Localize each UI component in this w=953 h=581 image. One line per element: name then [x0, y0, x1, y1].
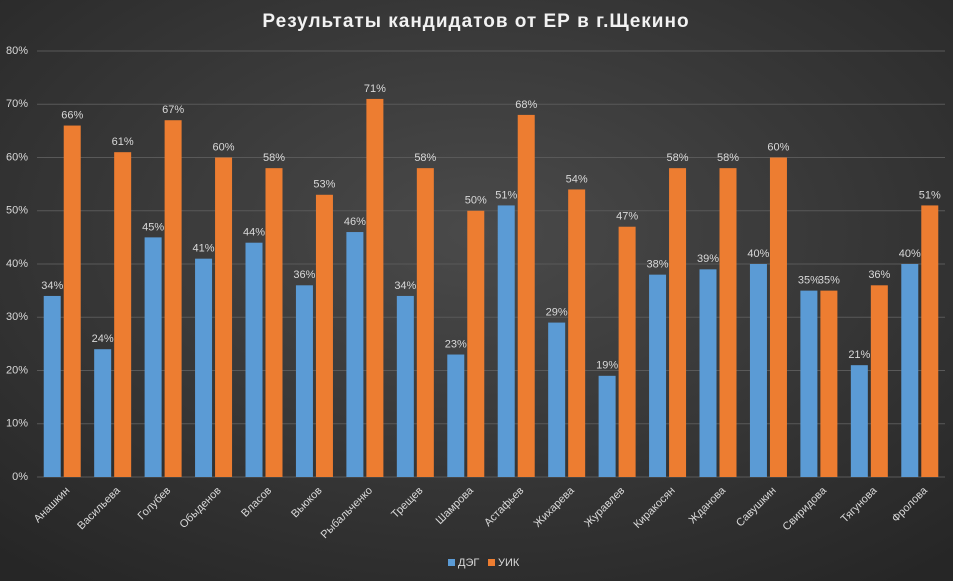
- bar: [719, 168, 737, 477]
- y-tick-label: 60%: [6, 151, 28, 163]
- bar: [43, 295, 61, 477]
- y-tick-label: 40%: [6, 258, 28, 270]
- data-label: 36%: [293, 269, 315, 281]
- bar: [568, 189, 586, 477]
- data-label: 40%: [747, 248, 769, 260]
- data-label: 47%: [616, 211, 638, 223]
- data-label: 38%: [647, 259, 669, 271]
- data-label: 35%: [798, 275, 820, 287]
- bar: [467, 210, 485, 477]
- data-label: 34%: [394, 280, 416, 292]
- data-label: 40%: [899, 248, 921, 260]
- data-label: 58%: [414, 152, 436, 164]
- data-label: 34%: [41, 280, 63, 292]
- data-label: 46%: [344, 216, 366, 228]
- bar: [144, 237, 162, 477]
- bar: [215, 157, 233, 477]
- data-label: 53%: [313, 179, 335, 191]
- data-label: 61%: [112, 136, 134, 148]
- data-label: 60%: [213, 141, 235, 153]
- bar: [396, 295, 414, 477]
- bar: [164, 120, 182, 477]
- data-label: 19%: [596, 360, 618, 372]
- bar: [699, 269, 717, 477]
- y-tick-label: 70%: [6, 98, 28, 110]
- data-label: 51%: [495, 189, 517, 201]
- bar: [295, 285, 313, 477]
- data-label: 36%: [868, 269, 890, 281]
- bar: [517, 114, 535, 478]
- bar: [447, 354, 465, 477]
- data-label: 60%: [767, 141, 789, 153]
- data-label: 71%: [364, 83, 386, 95]
- bar: [94, 349, 112, 477]
- data-label: 68%: [515, 99, 537, 111]
- bar: [63, 125, 81, 478]
- data-label: 58%: [667, 152, 689, 164]
- bar: [366, 98, 384, 478]
- data-label: 67%: [162, 104, 184, 116]
- bar: [649, 274, 667, 477]
- legend-label: УИК: [498, 557, 520, 569]
- y-tick-label: 0%: [12, 471, 28, 483]
- bar: [195, 258, 213, 477]
- data-label: 44%: [243, 227, 265, 239]
- bar: [800, 290, 818, 477]
- chart-title: Результаты кандидатов от ЕР в г.Щекино: [262, 11, 689, 32]
- data-label: 21%: [848, 349, 870, 361]
- data-label: 23%: [445, 338, 467, 350]
- bar: [618, 226, 636, 477]
- data-label: 35%: [818, 275, 840, 287]
- bar: [497, 205, 515, 478]
- data-label: 58%: [717, 152, 739, 164]
- bar: [669, 168, 687, 477]
- y-tick-label: 10%: [6, 418, 28, 430]
- y-tick-label: 20%: [6, 364, 28, 376]
- bar: [346, 232, 364, 477]
- data-label: 66%: [61, 109, 83, 121]
- data-label: 54%: [566, 173, 588, 185]
- legend-swatch: [488, 559, 495, 566]
- bar: [901, 264, 919, 477]
- data-label: 50%: [465, 195, 487, 207]
- bar: [850, 365, 868, 477]
- bar: [548, 322, 566, 477]
- bar: [245, 242, 263, 477]
- data-label: 58%: [263, 152, 285, 164]
- bar: [921, 205, 939, 478]
- bar: [820, 290, 838, 477]
- bar: [315, 194, 333, 477]
- data-label: 39%: [697, 253, 719, 265]
- bar: [749, 264, 767, 477]
- bar: [870, 285, 888, 477]
- bar: [769, 157, 787, 477]
- data-label: 41%: [193, 243, 215, 255]
- data-label: 45%: [142, 221, 164, 233]
- data-label: 24%: [92, 333, 114, 345]
- legend-label: ДЭГ: [458, 557, 479, 569]
- data-label: 29%: [546, 306, 568, 318]
- legend-swatch: [448, 559, 455, 566]
- data-label: 51%: [919, 189, 941, 201]
- bar: [416, 168, 434, 477]
- y-tick-label: 50%: [6, 205, 28, 217]
- bar: [598, 375, 616, 477]
- bar: [265, 168, 283, 477]
- y-tick-label: 30%: [6, 311, 28, 323]
- y-tick-label: 80%: [6, 45, 28, 57]
- bar: [114, 152, 132, 478]
